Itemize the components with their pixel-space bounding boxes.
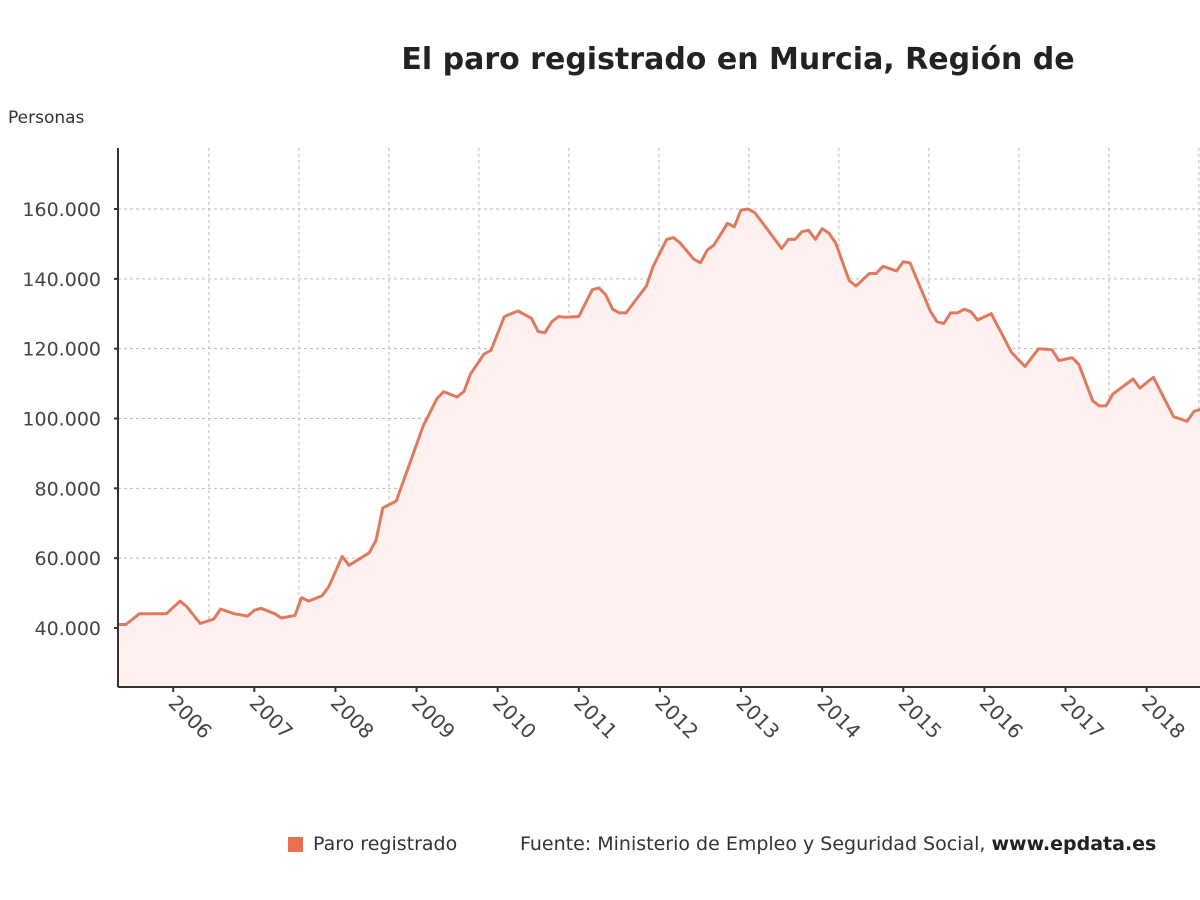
source-note: Fuente: Ministerio de Empleo y Seguridad… — [520, 833, 1156, 855]
x-tick-label: 2010 — [488, 691, 541, 744]
series-line — [119, 207, 1200, 626]
x-tick-label: 2013 — [732, 691, 785, 744]
y-tick-label: 160.000 — [22, 199, 101, 221]
x-tick-label: 2006 — [164, 691, 217, 744]
y-tick-label: 80.000 — [35, 478, 101, 500]
y-tick-label: 140.000 — [22, 269, 101, 291]
legend-swatch — [288, 836, 303, 852]
y-tick-label: 40.000 — [35, 618, 101, 640]
legend-label: Paro registrado — [313, 833, 458, 855]
x-tick-label: 2007 — [245, 691, 298, 744]
x-tick-label: 2016 — [975, 691, 1028, 744]
x-tick-label: 2018 — [1137, 691, 1190, 744]
chart-area: 40.000 60.000 80.000 100.000 120.000 140.000 1… — [22, 148, 1200, 744]
x-tick-label: 2008 — [326, 691, 379, 744]
x-tick-label: 2011 — [569, 691, 622, 744]
source-site: www.epdata.es — [991, 833, 1157, 855]
y-tick-label: 60.000 — [35, 548, 101, 570]
y-tick-label: 120.000 — [22, 339, 101, 361]
chart-title: El paro registrado en Murcia, Región de — [401, 42, 1075, 77]
y-tick-label: 100.000 — [22, 409, 101, 431]
x-tick-label: 2012 — [650, 691, 703, 744]
x-tick-label: 2017 — [1056, 691, 1109, 744]
x-tick-label: 2015 — [894, 691, 947, 744]
source-prefix: Fuente: Ministerio de Empleo y Seguridad… — [520, 833, 986, 855]
series-area-fill — [119, 209, 1200, 687]
x-tick-label: 2014 — [813, 691, 866, 744]
y-axis-label: Personas — [8, 108, 85, 128]
legend: Paro registrado — [288, 833, 457, 855]
x-tick-label: 2009 — [407, 691, 460, 744]
